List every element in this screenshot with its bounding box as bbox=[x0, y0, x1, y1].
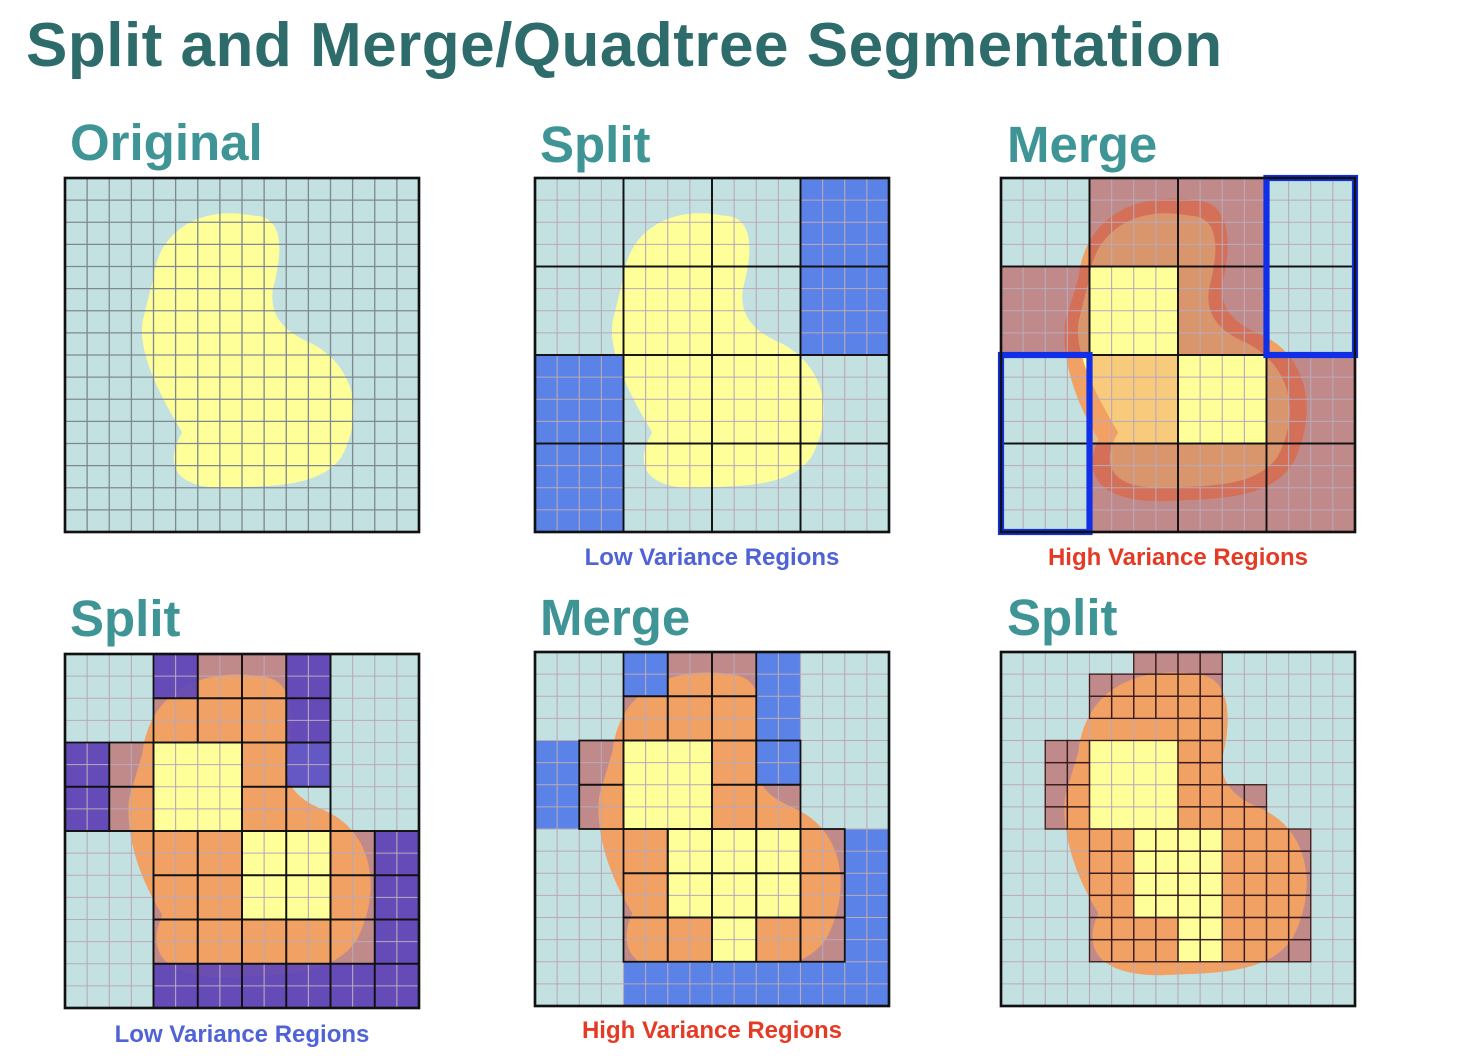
high-variance-block bbox=[1244, 784, 1267, 807]
high-variance-block bbox=[1089, 674, 1112, 697]
panel-frame bbox=[533, 650, 891, 1008]
high-variance-block bbox=[1045, 762, 1068, 785]
quadtree-block-lines bbox=[1044, 651, 1312, 963]
original-image-grid bbox=[63, 176, 421, 534]
split-1-grid bbox=[533, 176, 891, 534]
panel-frame bbox=[999, 650, 1357, 1008]
merge-2-grid bbox=[533, 650, 891, 1008]
split-1-caption: Low Variance Regions bbox=[584, 544, 840, 571]
panel-split-1-label: Split bbox=[540, 116, 651, 173]
panel-frame bbox=[63, 652, 421, 1010]
merge-1-caption: High Variance Regions bbox=[1047, 544, 1309, 571]
merge-2-caption: High Variance Regions bbox=[581, 1017, 843, 1044]
panel-frame bbox=[533, 176, 891, 534]
object-blob bbox=[141, 213, 354, 488]
high-variance-block bbox=[1045, 806, 1068, 829]
high-variance-block bbox=[1133, 652, 1156, 675]
pixel-grid bbox=[65, 178, 419, 532]
high-variance-block bbox=[1288, 939, 1311, 962]
object-blob bbox=[611, 213, 824, 488]
high-variance-block bbox=[1045, 784, 1068, 807]
panel-split-2-label: Split bbox=[70, 590, 181, 647]
panel-frame bbox=[999, 176, 1357, 534]
split-2-grid bbox=[63, 652, 421, 1010]
high-variance-block bbox=[1045, 740, 1068, 763]
panel-frame bbox=[63, 176, 421, 534]
high-variance-block bbox=[1155, 652, 1178, 675]
panel-merge-1-label: Merge bbox=[1007, 116, 1158, 173]
merge-1-grid bbox=[997, 174, 1359, 536]
split-3-grid bbox=[999, 650, 1357, 1008]
panel-original-label: Original bbox=[70, 114, 263, 171]
panel-split-3-label: Split bbox=[1007, 589, 1118, 646]
page-title: Split and Merge/Quadtree Segmentation bbox=[26, 11, 1223, 80]
quadtree-block-lines bbox=[578, 651, 846, 963]
split-2-caption: Low Variance Regions bbox=[114, 1021, 370, 1048]
panel-merge-2-label: Merge bbox=[540, 589, 691, 646]
high-variance-block bbox=[1200, 652, 1223, 675]
high-variance-block bbox=[1178, 652, 1201, 675]
